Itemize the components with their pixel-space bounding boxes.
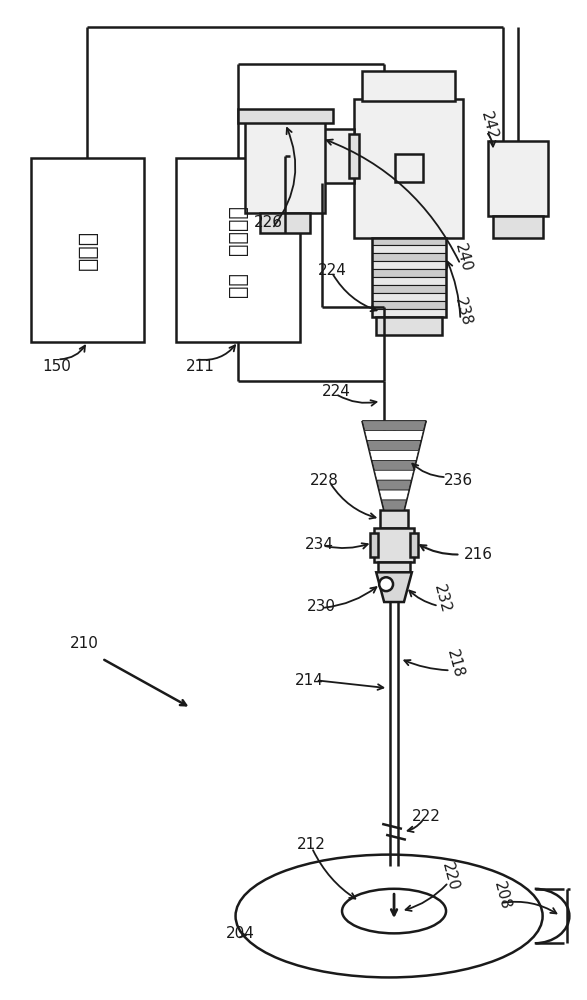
Polygon shape <box>362 421 426 431</box>
Bar <box>375 528 414 562</box>
Text: 208: 208 <box>491 880 513 912</box>
Polygon shape <box>377 480 411 490</box>
Bar <box>372 253 446 261</box>
Bar <box>370 533 378 557</box>
Bar <box>362 71 456 101</box>
Bar <box>372 238 446 245</box>
Bar <box>372 261 446 269</box>
Text: 224: 224 <box>318 263 347 278</box>
Bar <box>238 109 333 123</box>
Bar <box>376 317 441 335</box>
Polygon shape <box>372 460 416 470</box>
Text: 220: 220 <box>438 861 461 892</box>
Text: 228: 228 <box>310 473 339 488</box>
Text: 240: 240 <box>451 241 474 273</box>
Bar <box>380 510 408 528</box>
Bar <box>410 533 418 557</box>
Bar <box>349 134 359 178</box>
Polygon shape <box>365 431 423 441</box>
Bar <box>372 277 446 285</box>
Text: 210: 210 <box>70 636 99 651</box>
Bar <box>395 154 423 182</box>
Bar <box>31 158 144 342</box>
Polygon shape <box>370 450 419 460</box>
Text: 232: 232 <box>431 583 453 615</box>
Polygon shape <box>382 500 406 510</box>
Bar <box>260 213 310 233</box>
Bar <box>372 285 446 293</box>
Text: 216: 216 <box>463 547 492 562</box>
Text: 214: 214 <box>295 673 324 688</box>
Polygon shape <box>379 490 409 500</box>
Text: 204: 204 <box>225 926 255 941</box>
Bar <box>372 301 446 309</box>
Text: 236: 236 <box>444 473 473 488</box>
Bar <box>378 562 410 572</box>
Bar <box>245 114 325 213</box>
Text: 238: 238 <box>451 296 474 328</box>
Bar <box>372 269 446 277</box>
Text: 150: 150 <box>42 359 71 374</box>
Bar <box>290 129 355 183</box>
Polygon shape <box>367 441 421 450</box>
Polygon shape <box>375 470 414 480</box>
Text: 机构: 机构 <box>228 272 248 297</box>
Text: 212: 212 <box>297 837 326 852</box>
Polygon shape <box>376 572 412 602</box>
Bar <box>372 238 446 317</box>
Text: 230: 230 <box>307 599 336 614</box>
Text: 224: 224 <box>322 384 350 399</box>
Text: 234: 234 <box>305 537 334 552</box>
Bar <box>372 293 446 301</box>
Bar <box>493 216 542 238</box>
Text: 218: 218 <box>444 648 465 679</box>
Bar <box>372 309 446 317</box>
Text: 211: 211 <box>186 359 215 374</box>
Bar <box>488 141 548 216</box>
Text: 流体输送: 流体输送 <box>228 205 248 255</box>
Text: 222: 222 <box>412 809 441 824</box>
Text: 控制器: 控制器 <box>77 230 97 270</box>
Text: 226: 226 <box>254 215 282 230</box>
Bar <box>355 99 463 238</box>
Bar <box>372 245 446 253</box>
Bar <box>176 158 300 342</box>
Circle shape <box>379 577 393 591</box>
Bar <box>285 134 295 178</box>
Text: 242: 242 <box>478 110 500 141</box>
